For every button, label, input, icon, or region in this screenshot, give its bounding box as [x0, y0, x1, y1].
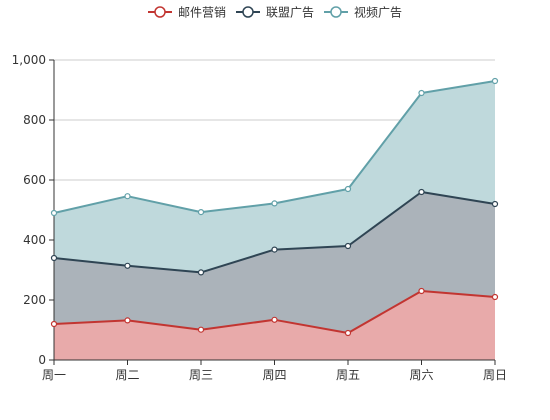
data-point-series-0[interactable]	[344, 329, 352, 337]
data-point-series-1[interactable]	[197, 269, 205, 276]
data-point-series-0[interactable]	[418, 287, 425, 295]
data-point-series-1[interactable]	[418, 188, 425, 196]
legend-item-1[interactable]: 联盟广告	[236, 6, 314, 20]
data-point-series-2[interactable]	[197, 209, 205, 216]
legend-label: 联盟广告	[266, 6, 314, 20]
y-tick-label: 0	[38, 353, 46, 367]
legend-circle-icon	[242, 6, 254, 18]
y-tick-label: 800	[23, 113, 46, 127]
data-point-series-2[interactable]	[271, 200, 278, 207]
legend[interactable]: 邮件营销 联盟广告 视频广告	[148, 5, 402, 20]
area-series-2	[54, 81, 495, 273]
data-point-series-0[interactable]	[50, 320, 58, 328]
legend-circle-icon	[330, 6, 342, 18]
legend-item-0[interactable]: 邮件营销	[148, 6, 226, 20]
legend-label: 邮件营销	[178, 6, 226, 20]
data-point-series-0[interactable]	[197, 326, 205, 333]
data-points	[50, 77, 499, 337]
x-tick-label: 周日	[483, 368, 507, 382]
y-tick-label: 400	[23, 233, 46, 247]
data-point-series-0[interactable]	[491, 293, 499, 301]
data-point-series-2[interactable]	[418, 89, 425, 97]
data-point-series-0[interactable]	[271, 316, 278, 323]
axes: 0 200 400 600 800 1,000 周一 周二 周三 周四 周五 周六 周日	[12, 53, 507, 382]
area-series-0	[54, 291, 495, 360]
y-tick-label: 600	[23, 173, 46, 187]
x-tick-label: 周一	[42, 368, 66, 382]
data-point-series-2[interactable]	[344, 185, 352, 193]
data-point-series-1[interactable]	[491, 200, 499, 208]
legend-item-2[interactable]: 视频广告	[324, 5, 402, 20]
area-fills	[54, 81, 495, 360]
area-series-1	[54, 192, 495, 333]
data-point-series-0[interactable]	[124, 317, 131, 324]
data-point-series-1[interactable]	[271, 246, 278, 253]
x-tick-label: 周五	[336, 368, 360, 382]
x-tick-label: 周三	[189, 368, 213, 382]
legend-circle-icon	[154, 6, 166, 18]
data-point-series-1[interactable]	[124, 262, 131, 269]
data-point-series-2[interactable]	[124, 193, 131, 200]
data-point-series-1[interactable]	[50, 254, 58, 262]
data-point-series-2[interactable]	[50, 209, 58, 217]
y-tick-label: 200	[23, 293, 46, 307]
data-point-series-1[interactable]	[344, 242, 352, 250]
legend-label: 视频广告	[354, 5, 402, 20]
y-tick-label: 1,000	[12, 53, 46, 67]
x-tick-label: 周六	[409, 368, 433, 382]
x-tick-label: 周四	[262, 368, 286, 382]
x-tick-label: 周二	[115, 368, 139, 382]
data-point-series-2[interactable]	[491, 77, 499, 85]
